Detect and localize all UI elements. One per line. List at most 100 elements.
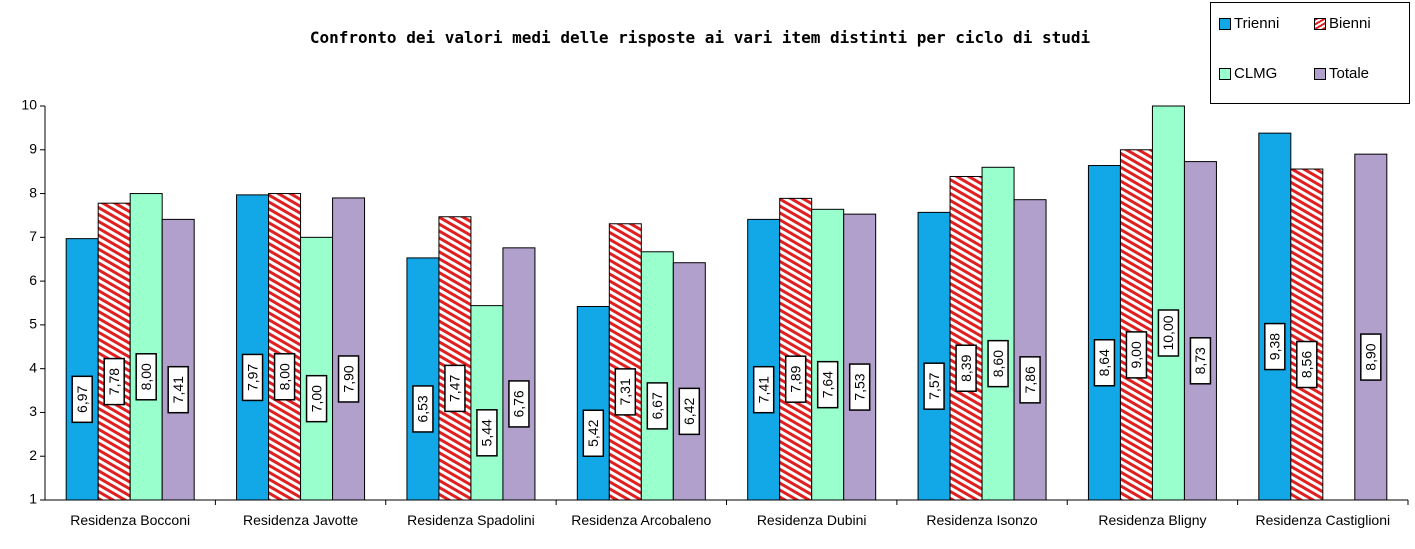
data-label-bg — [816, 360, 839, 409]
bar — [843, 213, 877, 501]
x-tick-label: Residenza Isonzo — [926, 512, 1038, 528]
data-label-bg — [614, 368, 637, 416]
bar — [161, 218, 195, 501]
data-label-box: 6,53 — [412, 385, 434, 433]
data-label-bg — [1157, 309, 1180, 357]
data-label-bg — [1360, 333, 1382, 381]
data-label: 8,00 — [138, 363, 154, 390]
y-tick-label: 9 — [29, 140, 37, 156]
data-label-bg — [1019, 356, 1041, 404]
data-label: 8,64 — [1096, 349, 1112, 376]
data-label-box: 7,86 — [1019, 356, 1041, 404]
legend-item: Totale — [1314, 65, 1369, 82]
data-label-box: 6,67 — [646, 382, 669, 430]
data-label-bg — [923, 362, 945, 410]
bar — [1119, 149, 1153, 501]
data-label-box: 7,57 — [923, 362, 945, 410]
data-label: 9,38 — [1267, 333, 1283, 360]
bar — [981, 166, 1015, 501]
legend-swatch — [1219, 17, 1231, 30]
bar — [1258, 132, 1292, 501]
bar — [949, 175, 983, 501]
data-label-box: 7,47 — [444, 364, 466, 413]
data-label-bg — [508, 380, 530, 428]
data-label-box: 5,42 — [582, 409, 605, 458]
data-label-box: 8,00 — [273, 353, 296, 401]
data-label: 8,00 — [276, 363, 292, 390]
data-label-box: 7,78 — [103, 357, 125, 406]
data-label-box: 7,31 — [614, 368, 637, 416]
x-tick-label: Residenza Arcobaleno — [571, 512, 712, 528]
data-label: 6,97 — [74, 385, 90, 412]
data-label-bg — [103, 357, 125, 406]
x-tick-label: Residenza Spadolini — [407, 512, 535, 528]
data-label-box: 7,00 — [305, 374, 328, 423]
chart-title: Confronto dei valori medi delle risposte… — [309, 28, 1091, 47]
data-label-bg — [678, 387, 701, 436]
legend: Trienni Bienni CLMG Totale — [1210, 2, 1410, 104]
data-label: 9,00 — [1128, 341, 1144, 368]
data-label-box: 8,56 — [1296, 340, 1318, 389]
data-label: 7,53 — [851, 373, 867, 400]
y-tick-label: 6 — [29, 272, 37, 288]
data-label: 7,97 — [244, 364, 260, 391]
data-label: 5,42 — [585, 419, 601, 446]
data-label: 7,57 — [926, 372, 942, 399]
data-label-bg — [1264, 322, 1286, 371]
bar — [576, 306, 610, 501]
data-label-bg — [646, 382, 669, 430]
data-label-box: 7,41 — [167, 365, 189, 414]
bar — [1183, 161, 1217, 501]
legend-swatch — [1314, 67, 1326, 80]
bar — [1013, 199, 1047, 501]
data-label-box: 8,90 — [1360, 333, 1382, 381]
x-tick-label: Residenza Dubini — [756, 512, 867, 528]
data-label-bg — [167, 365, 189, 414]
data-label: 10,00 — [1160, 315, 1176, 350]
data-label: 7,47 — [447, 375, 463, 402]
bar — [640, 251, 674, 501]
x-tick-label: Residenza Castiglioni — [1255, 512, 1391, 528]
data-label-bg — [337, 355, 360, 403]
data-label-bg — [305, 374, 328, 423]
data-label-box: 7,89 — [784, 355, 807, 403]
data-label-box: 9,00 — [1125, 331, 1148, 379]
bar — [502, 247, 536, 501]
bar — [608, 223, 642, 501]
data-label-box: 8,64 — [1093, 339, 1116, 387]
legend-label: Trienni — [1234, 15, 1280, 32]
data-label: 6,76 — [511, 390, 527, 417]
legend-item: Trienni — [1219, 15, 1279, 32]
x-tick-label: Residenza Bligny — [1098, 512, 1207, 528]
data-label-bg — [273, 353, 296, 401]
data-label-bg — [752, 365, 775, 414]
bar — [65, 238, 99, 501]
bar — [438, 216, 472, 501]
y-tick-label: 7 — [29, 228, 37, 244]
data-label: 7,00 — [308, 385, 324, 412]
bar — [300, 236, 334, 501]
data-label-bg — [1296, 340, 1318, 389]
y-tick-label: 3 — [29, 403, 37, 419]
y-tick-label: 1 — [29, 491, 37, 507]
data-label: 8,56 — [1299, 351, 1315, 378]
bar — [1354, 153, 1388, 501]
data-label-bg — [1093, 339, 1116, 387]
bar — [332, 197, 366, 501]
bar — [1151, 105, 1185, 501]
data-label-box: 7,97 — [241, 353, 264, 402]
data-label-bg — [987, 339, 1009, 388]
bar — [1087, 165, 1121, 501]
data-label-bg — [1189, 337, 1212, 385]
data-label-bg — [955, 344, 977, 392]
data-label-bg — [848, 363, 871, 411]
bar — [236, 194, 270, 501]
data-label: 7,31 — [617, 378, 633, 405]
bar — [129, 193, 163, 501]
bar — [470, 305, 504, 501]
legend-label: Bienni — [1329, 15, 1371, 32]
data-label-bg — [784, 355, 807, 403]
bar — [406, 257, 440, 501]
data-label: 7,64 — [819, 371, 835, 398]
